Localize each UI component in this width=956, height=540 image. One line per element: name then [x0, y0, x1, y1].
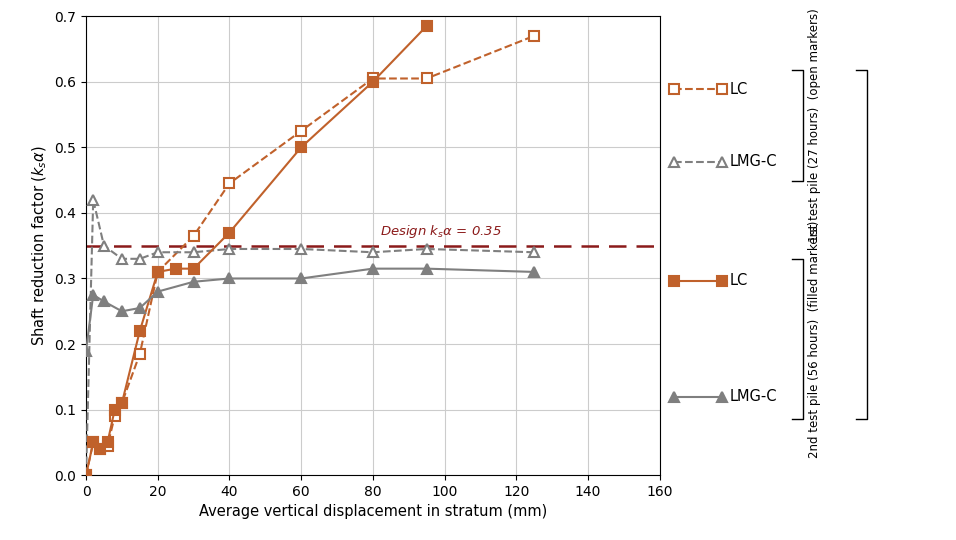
Text: Design $k_s\alpha$ = 0.35: Design $k_s\alpha$ = 0.35	[380, 224, 502, 240]
Text: LC: LC	[729, 273, 748, 288]
Y-axis label: Shaft reduction factor ($k_s\alpha$): Shaft reduction factor ($k_s\alpha$)	[31, 145, 49, 346]
Text: LMG-C: LMG-C	[729, 154, 777, 170]
Text: LMG-C: LMG-C	[729, 389, 777, 404]
X-axis label: Average vertical displacement in stratum (mm): Average vertical displacement in stratum…	[199, 504, 547, 519]
Text: 2nd test pile (56 hours)  (filled markers): 2nd test pile (56 hours) (filled markers…	[808, 220, 821, 457]
Text: 1st test pile (27 hours)  (open markers): 1st test pile (27 hours) (open markers)	[808, 9, 821, 242]
Text: LC: LC	[729, 82, 748, 97]
